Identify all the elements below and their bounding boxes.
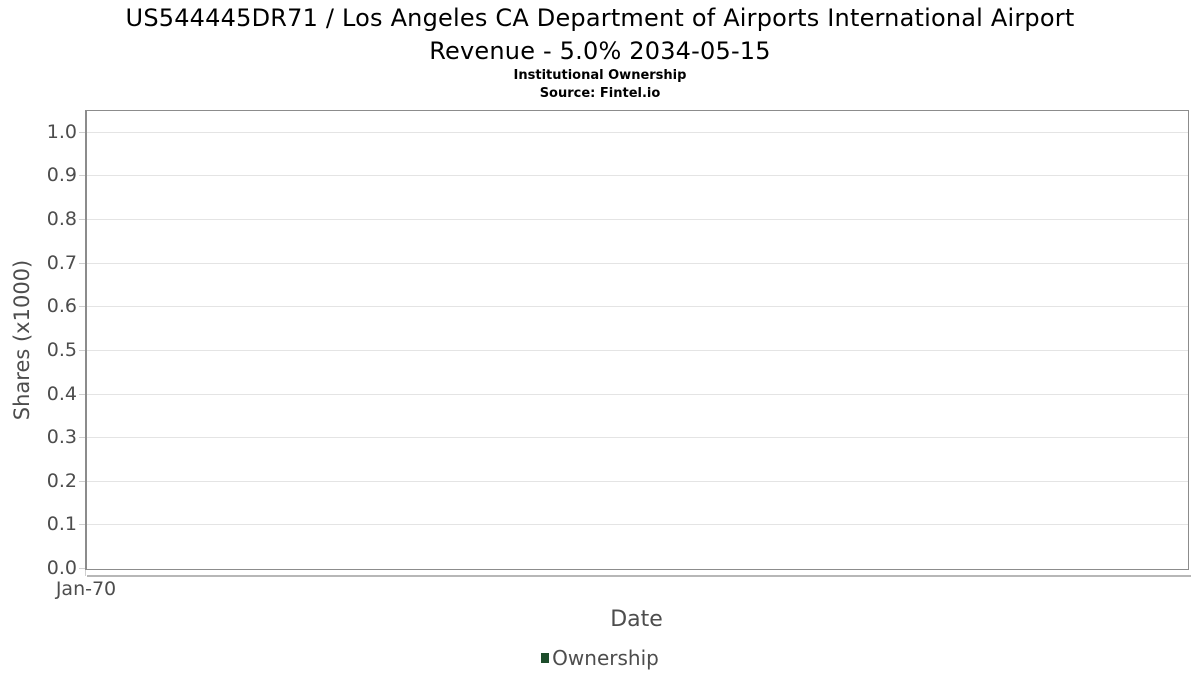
gridline-y-0.9 (87, 175, 1188, 176)
gridline-y-0.4 (87, 394, 1188, 395)
x-axis-label: Date (610, 607, 663, 632)
y-axis-tick-mark (79, 394, 85, 395)
y-axis-tick-mark (79, 175, 85, 176)
y-axis-tick-label: 0.7 (46, 252, 77, 274)
x-axis-tick-label: Jan-70 (55, 578, 117, 600)
y-axis-tick-mark (79, 437, 85, 438)
plot-area (85, 110, 1189, 570)
plot-border-shadow (87, 575, 1191, 577)
gridline-y-0.7 (87, 263, 1188, 264)
chart-source-credit: Source: Fintel.io (539, 86, 661, 101)
y-axis-tick-mark (79, 306, 85, 307)
y-axis-tick-label: 0.0 (46, 557, 77, 579)
legend: Ownership (0, 646, 1200, 670)
y-axis-tick-label: 0.6 (46, 295, 77, 317)
y-axis-tick-mark (79, 481, 85, 482)
gridline-y-0.6 (87, 306, 1188, 307)
gridline-y-0.3 (87, 437, 1188, 438)
gridline-y-0.2 (87, 481, 1188, 482)
y-axis-tick-label: 0.4 (46, 383, 77, 405)
chart-subtitle: Institutional Ownership (513, 68, 687, 83)
gridline-y-0.1 (87, 524, 1188, 525)
y-axis-tick-mark (79, 524, 85, 525)
y-axis-tick-label: 1.0 (46, 121, 77, 143)
gridline-y-1.0 (87, 132, 1188, 133)
gridline-y-0.8 (87, 219, 1188, 220)
y-axis-tick-label: 0.8 (46, 208, 77, 230)
legend-label-ownership: Ownership (552, 646, 659, 670)
y-axis-tick-label: 0.9 (46, 164, 77, 186)
y-axis-tick-mark (79, 568, 85, 569)
y-axis-tick-mark (79, 263, 85, 264)
x-axis-origin-tick (85, 570, 86, 576)
chart-title-line2: Revenue - 5.0% 2034-05-15 (429, 37, 771, 65)
legend-swatch-ownership (541, 653, 550, 663)
y-axis-tick-label: 0.1 (46, 513, 77, 535)
y-axis-tick-label: 0.3 (46, 426, 77, 448)
y-axis-tick-mark (79, 219, 85, 220)
y-axis-tick-label: 0.2 (46, 470, 77, 492)
y-axis-tick-mark (79, 132, 85, 133)
y-axis-tick-label: 0.5 (46, 339, 77, 361)
chart-title-line1: US544445DR71 / Los Angeles CA Department… (125, 4, 1075, 32)
gridline-y-0.5 (87, 350, 1188, 351)
y-axis-tick-mark (79, 350, 85, 351)
chart-title: US544445DR71 / Los Angeles CA Department… (0, 2, 1200, 68)
